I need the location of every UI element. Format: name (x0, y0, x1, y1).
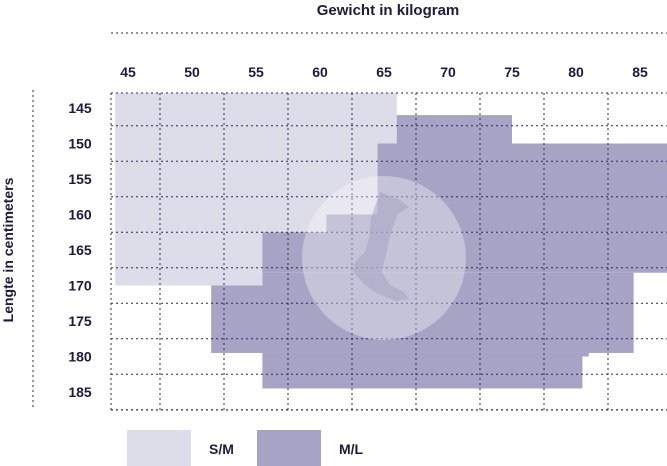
size-regions (115, 93, 667, 389)
x-tick-labels: 45 50 55 60 65 70 75 80 85 (120, 64, 648, 80)
y-tick-label: 155 (68, 171, 92, 187)
x-tick-label: 55 (248, 64, 264, 80)
legend-swatch-s-m (127, 430, 191, 466)
region-m-l-7 (262, 356, 583, 389)
region-s-m-0 (115, 93, 397, 215)
y-tick-label: 160 (68, 207, 92, 223)
region-m-l-0 (396, 115, 512, 144)
region-m-l-4 (262, 272, 634, 286)
y-tick-label: 185 (68, 384, 92, 400)
foot-icon (302, 176, 466, 340)
x-tick-label: 45 (120, 64, 136, 80)
region-m-l-5 (211, 285, 634, 353)
x-axis-title: Gewicht in kilogram (317, 2, 460, 19)
legend-label-m-l: M/L (339, 441, 364, 457)
x-tick-label: 60 (312, 64, 328, 80)
legend-label-s-m: S/M (209, 441, 234, 457)
x-tick-label: 50 (184, 64, 200, 80)
y-axis-title: Lengte in centimeters (0, 177, 16, 322)
y-tick-label: 165 (68, 242, 92, 258)
legend: S/M M/L (127, 430, 364, 466)
x-tick-label: 75 (504, 64, 520, 80)
region-s-m-2 (115, 232, 263, 286)
legend-swatch-m-l (257, 430, 321, 466)
y-tick-label: 150 (68, 136, 92, 152)
y-tick-label: 180 (68, 349, 92, 365)
y-tick-label: 170 (68, 278, 92, 294)
region-s-m-1 (115, 214, 378, 233)
x-tick-label: 85 (632, 64, 648, 80)
region-m-l-3 (262, 232, 667, 273)
x-tick-label: 80 (568, 64, 584, 80)
region-m-l-2 (326, 214, 667, 233)
region-m-l-1 (377, 143, 667, 215)
y-tick-label: 175 (68, 313, 92, 329)
y-tick-label: 145 (68, 100, 92, 116)
grid-lines (32, 32, 667, 411)
x-tick-label: 65 (376, 64, 392, 80)
x-tick-label: 70 (440, 64, 456, 80)
y-tick-labels: 145 150 155 160 165 170 175 180 185 (68, 100, 92, 400)
region-m-l-6 (262, 352, 589, 357)
